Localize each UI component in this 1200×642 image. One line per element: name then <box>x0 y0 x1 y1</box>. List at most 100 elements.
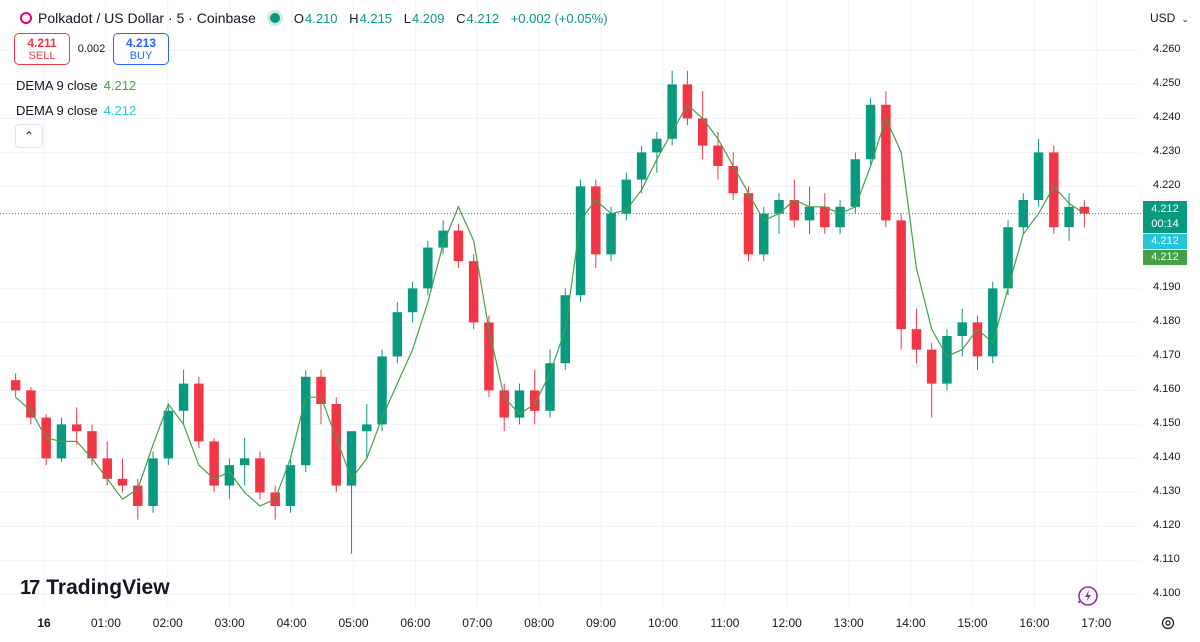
candle-body <box>407 288 418 313</box>
candle-body <box>942 336 952 384</box>
candle-body <box>71 424 82 432</box>
candle-body <box>362 424 372 432</box>
close-key: C <box>456 10 466 26</box>
time-tick-label: 08:00 <box>524 616 555 630</box>
candle-body <box>102 458 112 479</box>
candle-body <box>194 383 204 442</box>
tradingview-logo-text: TradingView <box>46 576 170 599</box>
low-value: 4.209 <box>411 10 445 26</box>
indicator-price-tag: 4.212 <box>1143 234 1187 249</box>
candle-body <box>377 356 387 425</box>
time-tick-label: 07:00 <box>462 616 493 630</box>
candle-body <box>392 312 403 357</box>
time-tick-label: 10:00 <box>647 616 679 630</box>
indicator-value: 4.212 <box>103 78 137 93</box>
time-tick-label: 14:00 <box>895 616 926 630</box>
candle-body <box>117 478 128 486</box>
time-tick-label: 16:00 <box>1019 616 1050 630</box>
tradingview-logo-icon: 17 <box>20 576 40 599</box>
candle-body <box>591 186 601 255</box>
open-value: 4.210 <box>305 10 338 26</box>
settings-icon[interactable] <box>1160 615 1176 631</box>
indicator-legend-1[interactable]: DEMA 9 close 4.212 <box>16 78 136 93</box>
time-tick-label: 02:00 <box>152 616 183 630</box>
candle-body <box>300 376 311 466</box>
candle-body <box>988 288 998 357</box>
indicator-legend-2[interactable]: DEMA 9 close 4.212 <box>16 103 136 118</box>
candle-body <box>957 322 967 336</box>
chevron-down-icon: ⌄ <box>1181 14 1189 24</box>
trade-panel: 4.211 SELL 0.002 4.213 BUY <box>14 33 169 65</box>
candle-body <box>148 458 158 506</box>
candle-body <box>972 322 983 357</box>
candle-body <box>453 230 464 262</box>
open-key: O <box>293 10 304 26</box>
price-tick-label: 4.130 <box>1153 485 1181 498</box>
candle-body <box>239 458 250 466</box>
time-tick-label: 06:00 <box>400 616 431 630</box>
price-tick-label: 4.170 <box>1153 349 1181 362</box>
buy-button[interactable]: 4.213 BUY <box>113 33 169 65</box>
price-tick-label: 4.190 <box>1153 281 1181 294</box>
buy-label: BUY <box>129 50 153 62</box>
candle-body <box>468 261 479 323</box>
candle-body <box>697 118 708 146</box>
candle-body <box>26 390 36 418</box>
indicator-label: DEMA 9 close <box>16 103 98 118</box>
indicator-value: 4.212 <box>103 103 137 118</box>
symbol-title[interactable]: Polkadot / US Dollar · 5 · Coinbase <box>38 10 256 26</box>
time-tick-label: 13:00 <box>833 616 864 630</box>
time-tick-label: 05:00 <box>338 616 369 630</box>
indicator-label: DEMA 9 close <box>16 78 98 93</box>
change-value: +0.002 (+0.05%) <box>510 10 608 26</box>
collapse-legend-button[interactable]: ⌃ <box>15 124 43 148</box>
candle-body <box>789 200 800 221</box>
candle-body <box>896 220 906 330</box>
candle-body <box>682 84 693 119</box>
candle-body <box>163 410 174 459</box>
price-tick-label: 4.260 <box>1153 43 1181 56</box>
sell-button[interactable]: 4.211 SELL <box>14 33 70 65</box>
candle-body <box>1003 227 1013 289</box>
time-tick-label: 11:00 <box>710 616 740 630</box>
market-open-indicator <box>269 13 280 23</box>
candle-body <box>438 230 448 248</box>
candle-body <box>865 104 876 160</box>
tradingview-logo[interactable]: 17 TradingView <box>20 576 170 600</box>
sell-price: 4.211 <box>27 36 57 50</box>
low-key: L <box>403 10 411 26</box>
dema-line <box>15 103 1085 507</box>
buy-price: 4.213 <box>125 36 157 50</box>
candle-body <box>743 193 754 255</box>
candle-body <box>1049 152 1059 228</box>
currency-selector[interactable]: USD ⌄ <box>1150 11 1189 25</box>
candle-body <box>759 213 769 255</box>
candle-body <box>529 390 540 411</box>
high-key: H <box>349 10 359 26</box>
time-tick-label: 15:00 <box>957 616 988 630</box>
candle-body <box>10 380 21 391</box>
candle-body <box>1079 206 1090 214</box>
price-tick-label: 4.140 <box>1153 451 1181 464</box>
lightning-icon[interactable] <box>1074 584 1100 610</box>
candle-body <box>346 431 357 486</box>
price-tick-label: 4.120 <box>1153 519 1181 532</box>
candle-body <box>87 431 97 459</box>
candle-body <box>850 159 861 207</box>
candle-body <box>545 363 555 411</box>
last-price-label: 4.212 <box>1151 203 1179 215</box>
candle-body <box>835 206 845 228</box>
candle-body <box>1033 152 1044 200</box>
candle-body <box>1064 206 1074 228</box>
candle-body <box>728 166 738 194</box>
close-value: 4.212 <box>466 10 500 26</box>
time-tick-label: 17:00 <box>1081 616 1112 630</box>
candle-body <box>255 458 265 493</box>
price-tick-label: 4.150 <box>1153 417 1181 430</box>
candle-body <box>652 138 662 153</box>
candle-body <box>911 329 922 350</box>
sell-label: SELL <box>28 50 56 62</box>
candle-body <box>713 145 723 166</box>
last-price-tag: 4.212 00:14 <box>1143 201 1187 233</box>
